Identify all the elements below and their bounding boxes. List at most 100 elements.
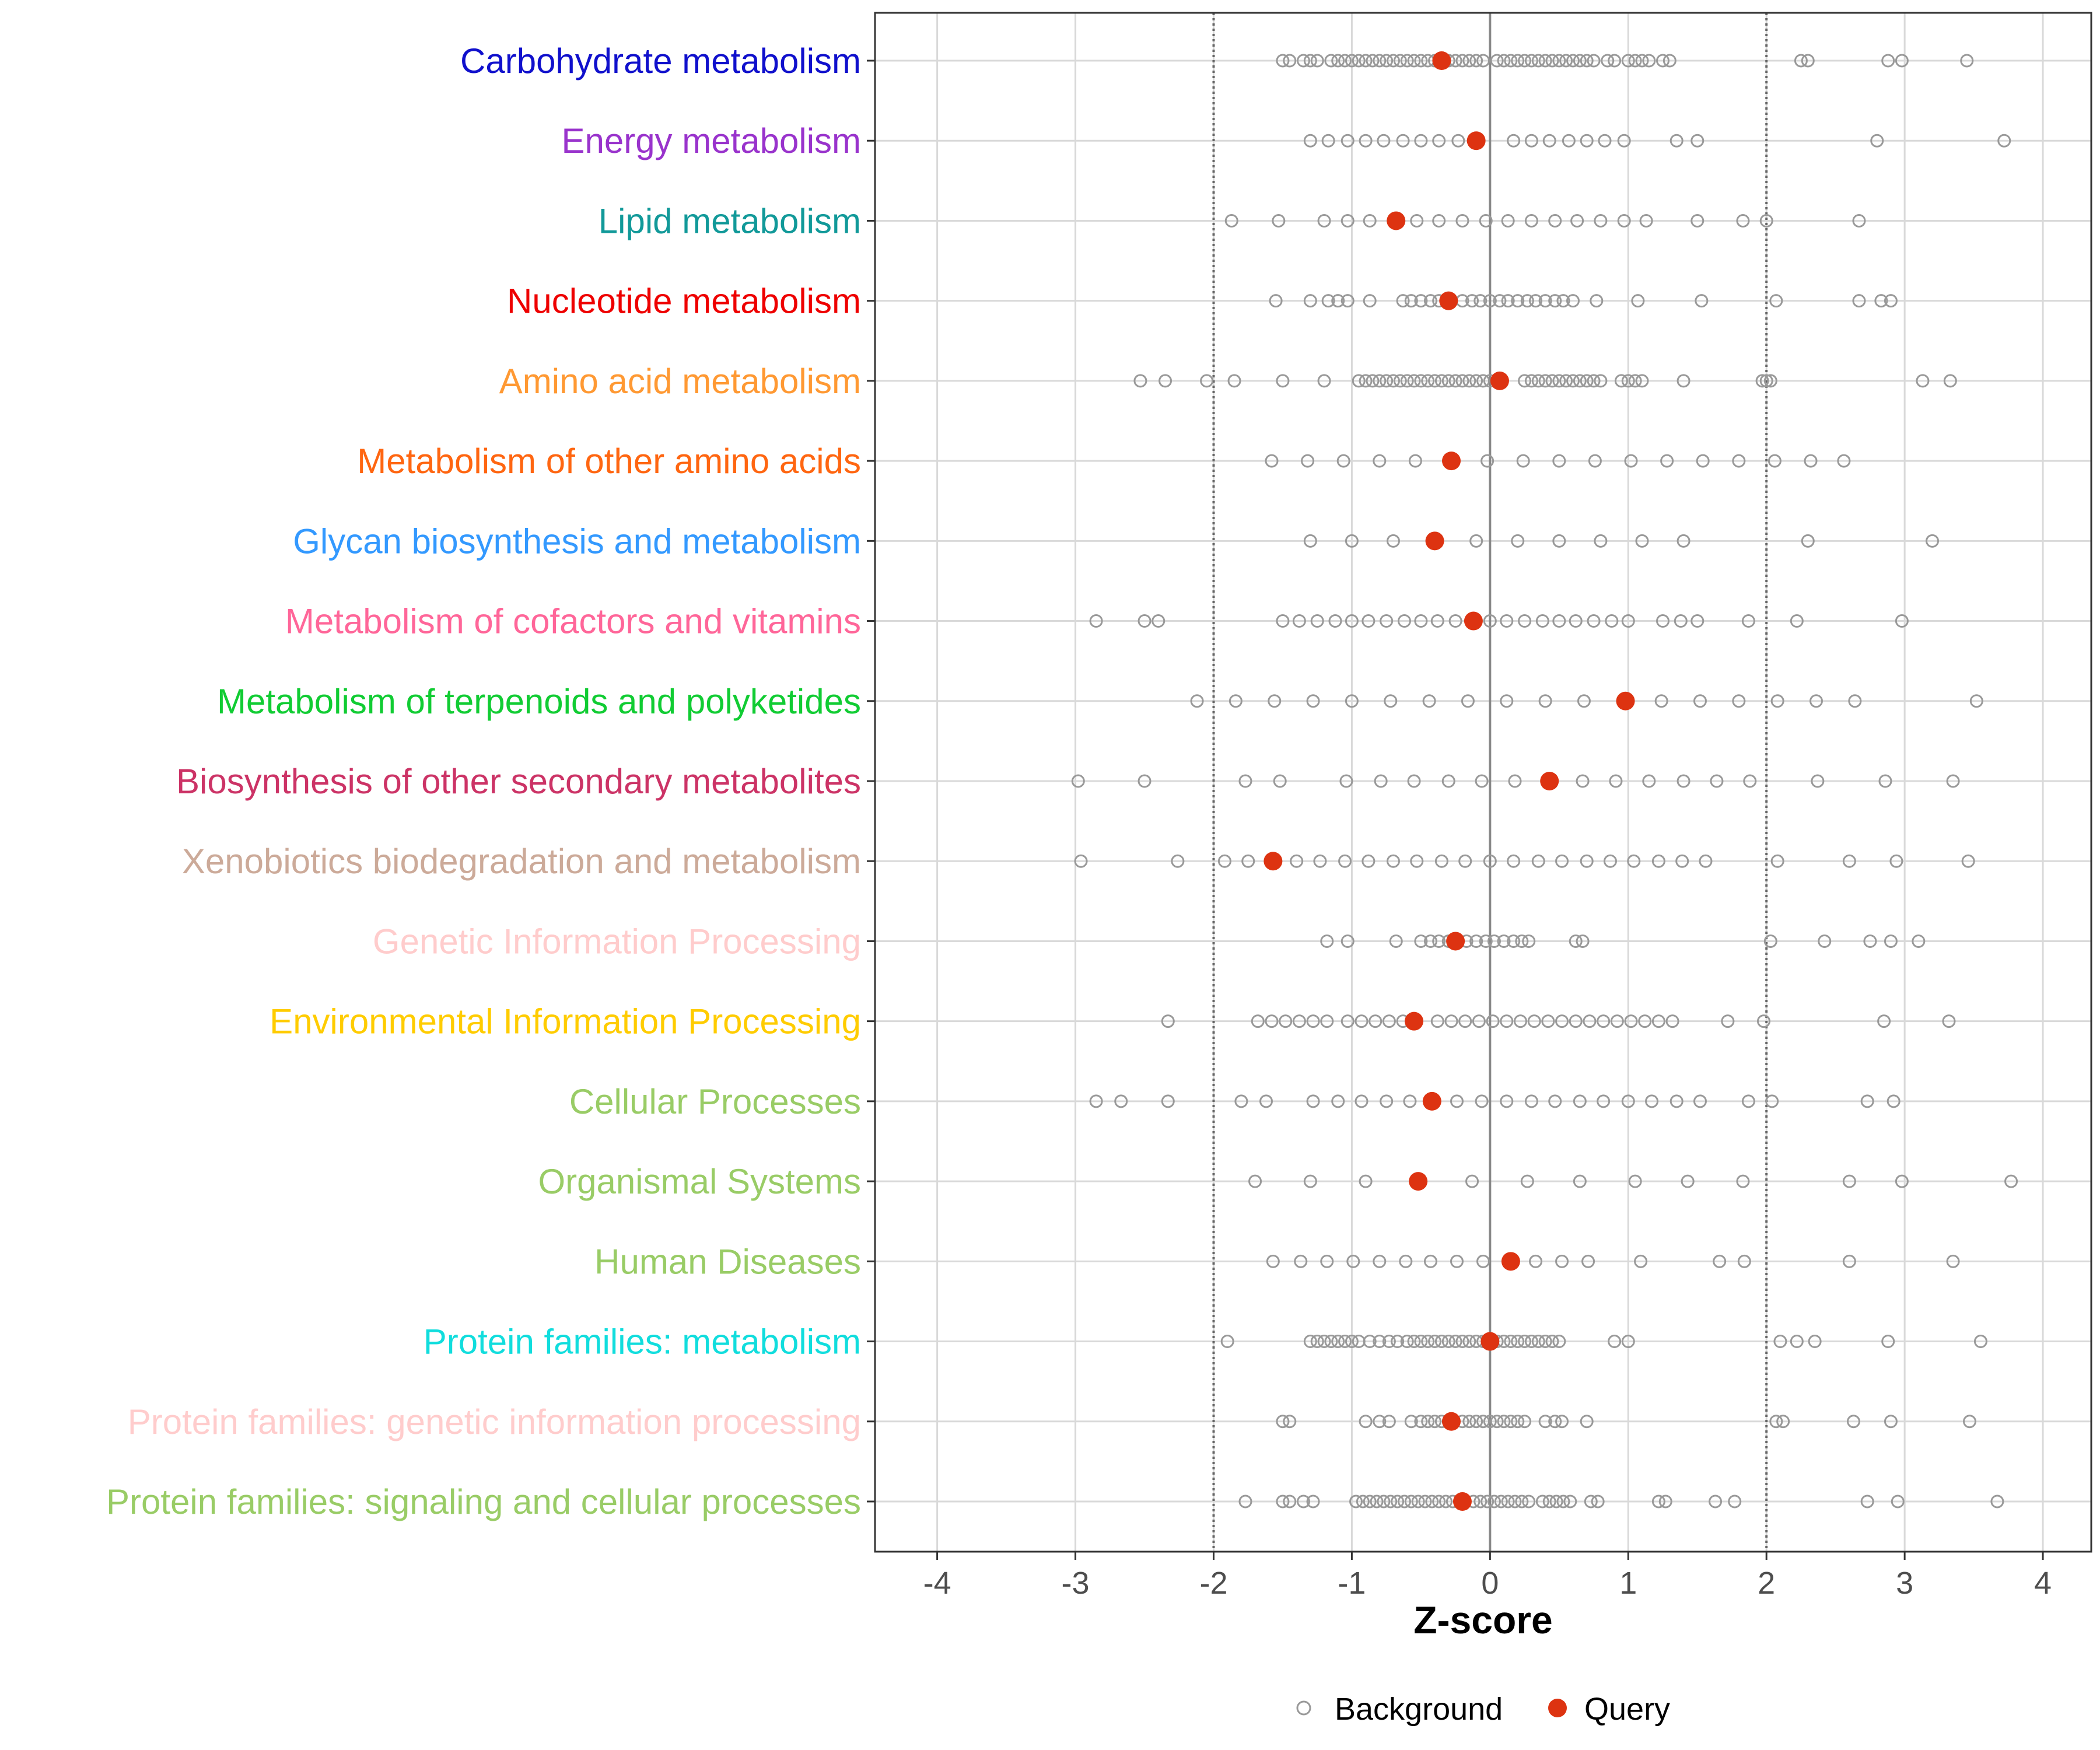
- background-point: [1114, 1094, 1128, 1108]
- query-point: [1490, 371, 1509, 390]
- background-point: [1573, 1094, 1587, 1108]
- category-label: Energy metabolism: [561, 121, 861, 160]
- background-point: [1306, 694, 1320, 708]
- background-point: [1448, 1335, 1462, 1349]
- background-point: [1566, 54, 1580, 68]
- background-point: [1569, 614, 1583, 628]
- background-point: [1345, 614, 1359, 628]
- background-point: [1763, 374, 1777, 388]
- background-point: [1303, 1174, 1317, 1188]
- background-point: [1617, 134, 1631, 148]
- background-point: [1303, 54, 1317, 68]
- background-point: [1359, 374, 1373, 388]
- background-point: [1511, 534, 1525, 548]
- background-point: [1651, 854, 1665, 868]
- query-point: [1540, 772, 1559, 790]
- background-point: [1469, 374, 1483, 388]
- background-point: [1552, 1335, 1566, 1349]
- background-point: [1320, 1254, 1334, 1268]
- background-point: [1511, 1335, 1525, 1349]
- background-point: [1569, 1014, 1583, 1028]
- background-point: [1529, 1254, 1543, 1268]
- background-point: [1580, 854, 1594, 868]
- background-point: [1320, 1014, 1334, 1028]
- background-point: [1354, 1094, 1368, 1108]
- background-point: [1569, 934, 1583, 948]
- background-point: [1874, 294, 1888, 308]
- background-point: [1545, 374, 1559, 388]
- background-point: [1676, 534, 1690, 548]
- background-point: [1234, 1094, 1248, 1108]
- background-point: [1713, 1254, 1727, 1268]
- background-point: [1272, 214, 1286, 228]
- background-point: [1794, 54, 1808, 68]
- background-point: [1251, 1014, 1265, 1028]
- background-point: [1665, 1014, 1679, 1028]
- background-point: [1573, 54, 1587, 68]
- query-point: [1442, 1412, 1461, 1431]
- background-point: [1238, 1494, 1252, 1508]
- background-point: [1356, 1494, 1370, 1508]
- background-point: [1292, 614, 1306, 628]
- background-point: [1538, 294, 1552, 308]
- query-point: [1432, 51, 1451, 70]
- background-point: [1321, 294, 1335, 308]
- background-point: [1469, 934, 1483, 948]
- background-point: [1500, 1014, 1514, 1028]
- background-point: [1434, 854, 1448, 868]
- background-point: [1580, 134, 1594, 148]
- background-point: [1444, 1014, 1458, 1028]
- background-point: [1515, 934, 1529, 948]
- background-point: [1313, 854, 1327, 868]
- x-tick-label: 1: [1619, 1566, 1637, 1601]
- x-tick-label: -4: [923, 1566, 951, 1601]
- background-point: [1133, 374, 1147, 388]
- background-point: [1338, 54, 1352, 68]
- background-point: [1455, 54, 1469, 68]
- background-point: [1465, 294, 1479, 308]
- background-point: [1303, 134, 1317, 148]
- background-point: [1296, 54, 1310, 68]
- background-point: [1359, 54, 1373, 68]
- background-point: [1301, 454, 1315, 468]
- background-point: [1770, 694, 1784, 708]
- background-point: [1811, 774, 1825, 788]
- background-point: [1524, 54, 1538, 68]
- background-point: [1881, 1335, 1895, 1349]
- background-point: [1432, 134, 1446, 148]
- background-point: [1407, 774, 1421, 788]
- category-label: Nucleotide metabolism: [507, 282, 861, 321]
- background-point: [1656, 614, 1670, 628]
- background-point: [1396, 134, 1410, 148]
- background-point: [1448, 614, 1462, 628]
- background-point: [1462, 1415, 1476, 1429]
- background-point: [1359, 1174, 1373, 1188]
- category-label: Genetic Information Processing: [373, 922, 861, 961]
- background-point: [1500, 1094, 1514, 1108]
- background-point: [1430, 1014, 1444, 1028]
- background-point: [1476, 1415, 1490, 1429]
- background-point: [1690, 614, 1704, 628]
- background-point: [1359, 1415, 1373, 1429]
- background-point: [1743, 774, 1757, 788]
- background-point: [1451, 134, 1465, 148]
- background-point: [1265, 1014, 1279, 1028]
- background-point: [1439, 1494, 1453, 1508]
- background-point: [1310, 54, 1324, 68]
- background-point: [1462, 1335, 1476, 1349]
- background-point: [1942, 1014, 1956, 1028]
- category-label: Environmental Information Processing: [270, 1002, 861, 1041]
- background-point: [1414, 934, 1428, 948]
- background-point: [1373, 374, 1387, 388]
- background-point: [1338, 854, 1352, 868]
- background-point: [1566, 374, 1580, 388]
- background-point: [1563, 1494, 1577, 1508]
- background-point: [1594, 374, 1608, 388]
- background-point: [1837, 454, 1851, 468]
- background-point: [1770, 854, 1784, 868]
- background-point: [1469, 534, 1483, 548]
- background-point: [1432, 214, 1446, 228]
- background-point: [1756, 1014, 1770, 1028]
- background-point: [1555, 854, 1569, 868]
- background-point: [1399, 1254, 1413, 1268]
